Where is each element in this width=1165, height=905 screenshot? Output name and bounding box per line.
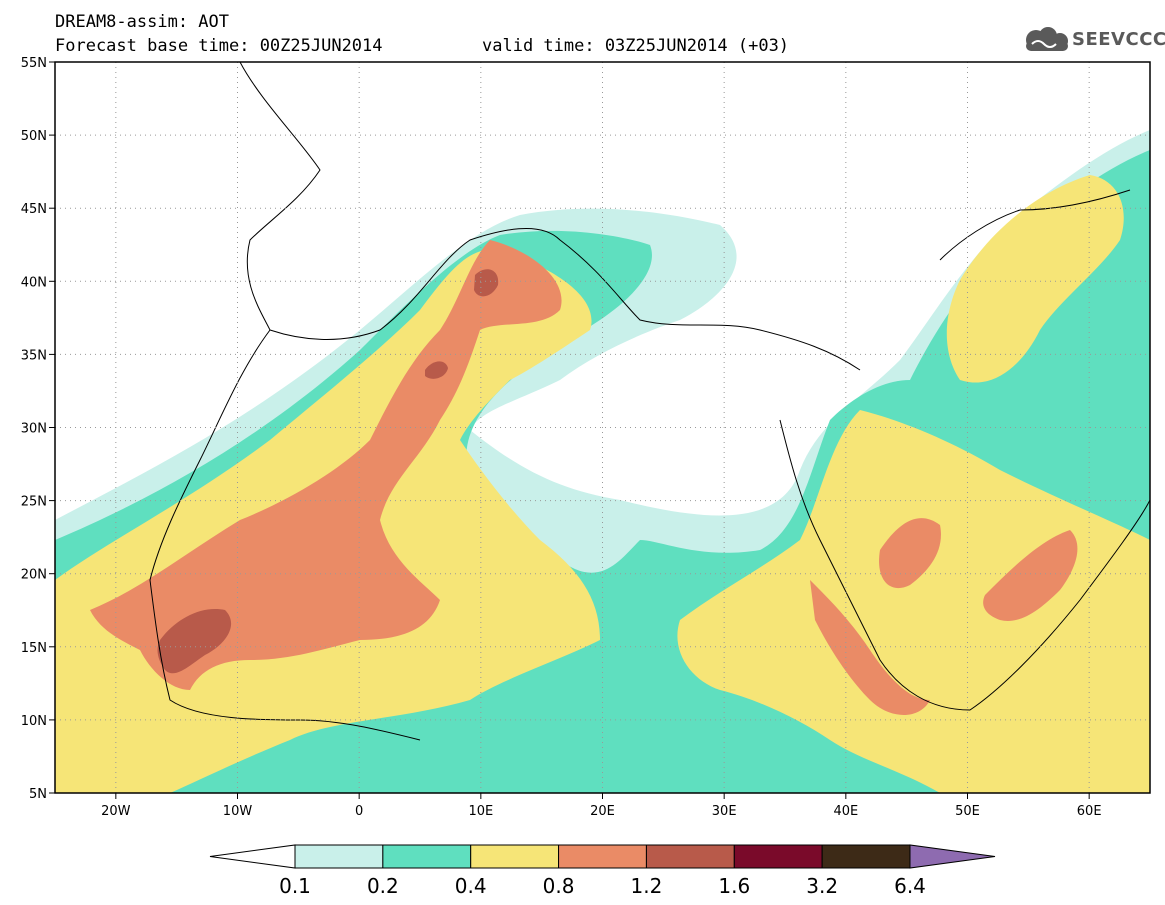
cloud-logo-icon [1026, 27, 1068, 51]
coastline-red-sea-arabia [779, 419, 1150, 711]
y-tick-label: 55N [21, 56, 47, 71]
y-tick-label: 40N [21, 275, 47, 290]
aot-band-1.2 [157, 609, 232, 674]
x-tick-label: 20W [101, 804, 131, 819]
colorbar-swatch [558, 844, 647, 869]
aot-band-1.2-italy [474, 269, 499, 297]
y-tick-label: 25N [21, 495, 47, 510]
aot-band-0.4-east [677, 410, 1150, 793]
y-tick-label: 35N [21, 348, 47, 363]
colorbar-label: 0.1 [279, 874, 311, 898]
y-tick-label: 20N [21, 568, 47, 583]
y-tick-label: 5N [29, 787, 47, 802]
coastline-north [239, 62, 861, 371]
coastline-black-sea [939, 189, 1131, 261]
colorbar-swatch [382, 844, 472, 869]
x-tick-label: 30E [712, 804, 737, 819]
y-axis: 55N 50N 45N 40N 35N 30N 25N 20N 15N 10N 5N [21, 56, 55, 802]
coastlines [149, 62, 1150, 741]
colorbar-arrow-high [909, 844, 996, 869]
title-base-time: Forecast base time: 00Z25JUN2014 [55, 36, 383, 56]
colorbar-arrow-low [209, 844, 296, 869]
colorbar: 0.1 0.2 0.4 0.8 1.2 1.6 3.2 6.4 [209, 844, 996, 898]
x-tick-label: 60E [1077, 804, 1102, 819]
x-tick-label: 40E [833, 804, 858, 819]
coastline-west-africa [149, 329, 421, 741]
y-tick-label: 10N [21, 714, 47, 729]
colorbar-label: 1.6 [718, 874, 750, 898]
colorbar-label: 1.2 [631, 874, 663, 898]
aot-band-0.8-redsea [810, 580, 930, 715]
x-tick-label: 10W [223, 804, 253, 819]
colorbar-label: 0.2 [367, 874, 399, 898]
aot-band-0.8 [90, 240, 562, 690]
colorbar-swatch [470, 844, 560, 869]
colorbar-label: 6.4 [894, 874, 926, 898]
gridlines [55, 62, 1150, 793]
title-variable: DREAM8-assim: AOT [55, 12, 229, 32]
y-tick-label: 30N [21, 422, 47, 437]
x-tick-label: 50E [955, 804, 980, 819]
aot-contours [55, 130, 1150, 793]
x-tick-label: 20E [590, 804, 615, 819]
colorbar-label: 0.8 [543, 874, 575, 898]
aot-band-1.2-tunisia [425, 361, 448, 379]
aot-band-0.8-arabia [983, 530, 1078, 621]
aot-band-0.8-sudan [879, 518, 941, 589]
colorbar-label: 0.4 [455, 874, 487, 898]
x-axis: 20W 10W 0 10E 20E 30E 40E 50E 60E [101, 793, 1102, 819]
colorbar-swatch [821, 844, 911, 869]
title-valid-time: valid time: 03Z25JUN2014 (+03) [482, 36, 790, 56]
colorbar-label: 3.2 [806, 874, 838, 898]
x-tick-label: 10E [468, 804, 493, 819]
y-tick-label: 45N [21, 202, 47, 217]
x-tick-label: 0 [355, 804, 363, 819]
logo-text: SEEVCCC [1072, 29, 1165, 50]
y-tick-label: 15N [21, 641, 47, 656]
colorbar-swatch [294, 844, 384, 869]
y-tick-label: 50N [21, 129, 47, 144]
colorbar-swatch [733, 844, 823, 869]
aot-band-0.4-caspian [946, 175, 1124, 383]
colorbar-swatch [645, 844, 735, 869]
